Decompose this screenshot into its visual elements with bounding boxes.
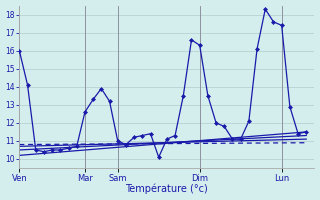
X-axis label: Température (°c): Température (°c) bbox=[125, 184, 208, 194]
